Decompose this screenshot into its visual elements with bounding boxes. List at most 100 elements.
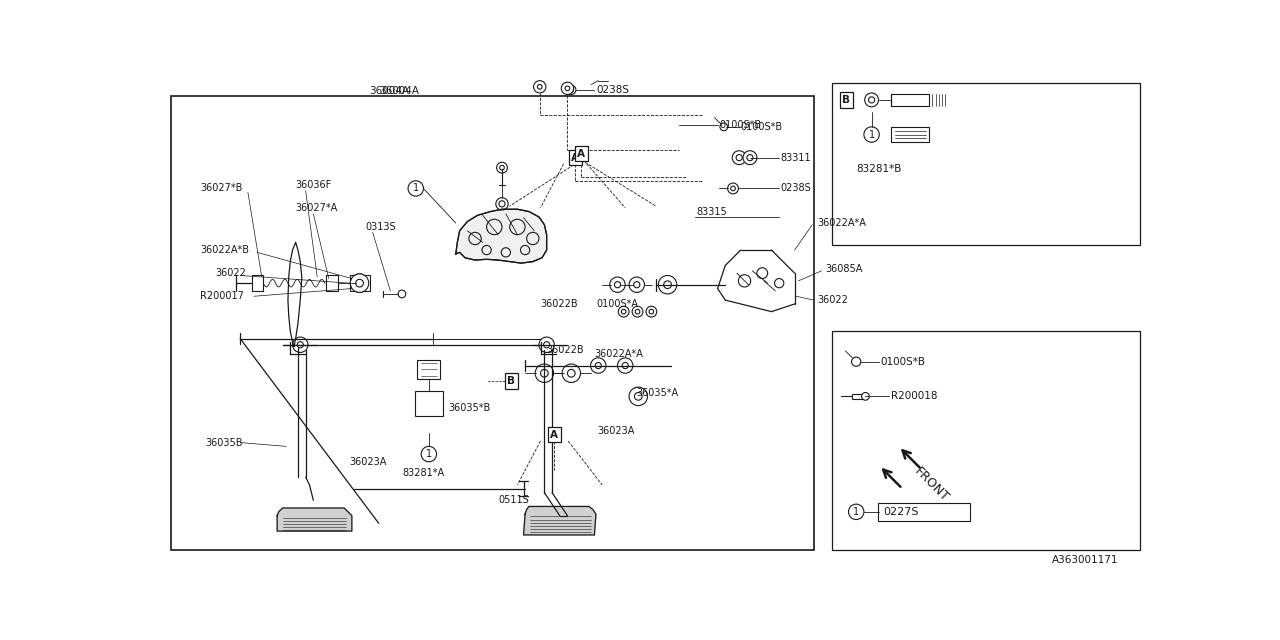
Text: 83311: 83311 xyxy=(781,153,812,163)
Text: B: B xyxy=(842,95,850,105)
Bar xyxy=(878,502,970,521)
Text: 36004A: 36004A xyxy=(379,86,419,95)
Text: FRONT: FRONT xyxy=(911,465,951,504)
Text: 36022B: 36022B xyxy=(540,299,579,309)
Circle shape xyxy=(567,369,575,377)
Text: 1: 1 xyxy=(412,184,419,193)
Circle shape xyxy=(622,362,628,369)
Circle shape xyxy=(297,342,303,348)
Text: 36022A*B: 36022A*B xyxy=(200,245,250,255)
Circle shape xyxy=(865,93,878,107)
Text: 36085A: 36085A xyxy=(826,264,863,275)
Circle shape xyxy=(562,364,581,383)
Circle shape xyxy=(535,364,553,383)
Circle shape xyxy=(483,245,492,255)
Bar xyxy=(832,331,1139,550)
Text: 36036F: 36036F xyxy=(296,180,332,189)
Circle shape xyxy=(351,274,369,292)
Bar xyxy=(891,93,929,106)
Bar xyxy=(349,275,370,291)
Circle shape xyxy=(617,358,632,373)
Text: 36022B: 36022B xyxy=(547,345,584,355)
Circle shape xyxy=(864,127,879,142)
Text: 0100S*B: 0100S*B xyxy=(719,120,762,129)
Circle shape xyxy=(628,277,644,292)
Text: 36023A: 36023A xyxy=(598,426,635,436)
Text: A: A xyxy=(550,430,558,440)
Circle shape xyxy=(356,279,364,287)
Circle shape xyxy=(664,281,672,289)
Circle shape xyxy=(621,309,626,314)
Text: 36023A: 36023A xyxy=(349,457,387,467)
Circle shape xyxy=(567,85,576,95)
Text: A: A xyxy=(577,148,585,159)
Circle shape xyxy=(538,84,541,89)
Text: 36022A*A: 36022A*A xyxy=(818,218,867,228)
Text: 0238S: 0238S xyxy=(596,85,628,95)
Circle shape xyxy=(468,232,481,244)
Bar xyxy=(172,96,814,550)
Circle shape xyxy=(618,307,628,317)
Circle shape xyxy=(609,277,625,292)
Text: 36035*B: 36035*B xyxy=(448,403,490,413)
Text: 0100S*A: 0100S*A xyxy=(596,299,637,309)
Polygon shape xyxy=(456,209,547,263)
Circle shape xyxy=(486,220,502,235)
Bar xyxy=(417,360,440,379)
Circle shape xyxy=(590,358,605,373)
Circle shape xyxy=(398,290,406,298)
Circle shape xyxy=(499,201,506,207)
Text: 83281*B: 83281*B xyxy=(856,164,901,174)
Circle shape xyxy=(869,97,874,103)
Circle shape xyxy=(736,155,742,161)
Circle shape xyxy=(732,150,746,164)
Text: 83281*A: 83281*A xyxy=(402,468,444,478)
Circle shape xyxy=(739,275,750,287)
Circle shape xyxy=(731,186,735,191)
Circle shape xyxy=(851,357,861,366)
Circle shape xyxy=(634,282,640,288)
Circle shape xyxy=(570,88,573,92)
Bar xyxy=(252,275,264,291)
Text: 36027*B: 36027*B xyxy=(200,184,242,193)
Circle shape xyxy=(635,309,640,314)
Circle shape xyxy=(658,275,677,294)
Circle shape xyxy=(502,248,511,257)
Text: 0511S: 0511S xyxy=(498,495,529,506)
Circle shape xyxy=(408,180,424,196)
Text: 36004A: 36004A xyxy=(370,86,410,95)
Circle shape xyxy=(849,504,864,520)
Circle shape xyxy=(614,282,621,288)
Text: 1: 1 xyxy=(426,449,431,459)
Text: 36035B: 36035B xyxy=(206,438,243,447)
Text: 36022: 36022 xyxy=(818,295,849,305)
Circle shape xyxy=(499,165,504,170)
Circle shape xyxy=(746,155,753,161)
Text: R200018: R200018 xyxy=(891,391,937,401)
Circle shape xyxy=(539,337,554,353)
Circle shape xyxy=(526,232,539,244)
Circle shape xyxy=(646,307,657,317)
Circle shape xyxy=(774,278,783,288)
Text: 1: 1 xyxy=(854,507,859,517)
Polygon shape xyxy=(524,506,596,535)
Text: 1: 1 xyxy=(869,129,874,140)
Circle shape xyxy=(351,274,369,292)
Circle shape xyxy=(742,150,756,164)
Bar xyxy=(832,83,1139,244)
Circle shape xyxy=(421,447,436,462)
Circle shape xyxy=(521,245,530,255)
Text: 0238S: 0238S xyxy=(781,184,812,193)
Bar xyxy=(891,127,929,142)
Text: 0100S*B: 0100S*B xyxy=(881,356,925,367)
Circle shape xyxy=(628,387,648,406)
Circle shape xyxy=(635,392,643,400)
Text: R200017: R200017 xyxy=(200,291,244,301)
Circle shape xyxy=(595,362,602,369)
Circle shape xyxy=(756,268,768,278)
Text: 0227S: 0227S xyxy=(883,507,919,517)
Circle shape xyxy=(293,337,308,353)
Circle shape xyxy=(356,279,364,287)
Circle shape xyxy=(495,198,508,210)
Circle shape xyxy=(719,123,727,131)
